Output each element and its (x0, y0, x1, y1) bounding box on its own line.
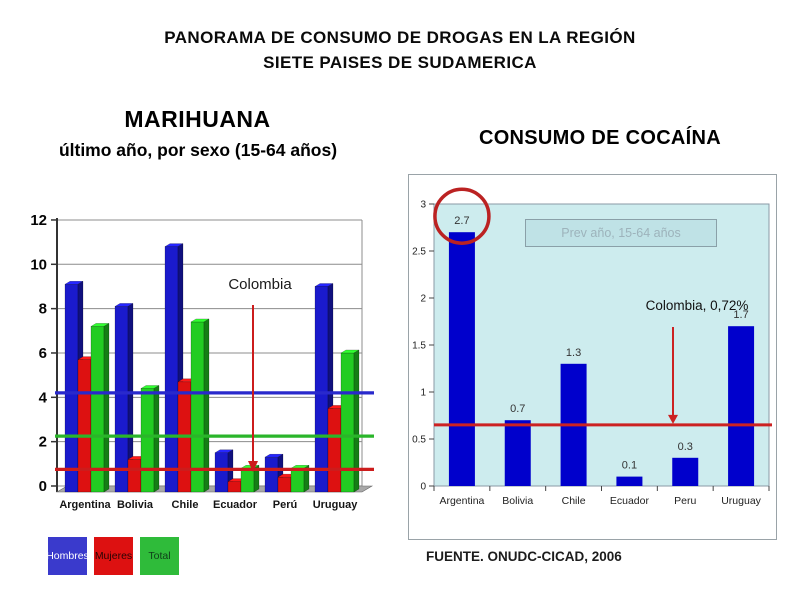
slide-title-line1: PANORAMA DE CONSUMO DE DROGAS EN LA REGI… (164, 28, 636, 47)
bar-value-label: 0.1 (622, 460, 637, 472)
source-text: FUENTE. ONUDC-CICAD, 2006 (426, 549, 622, 564)
marihuana-legend: Hombres Mujeres Total (48, 537, 179, 575)
bar-side-face (153, 385, 160, 493)
colombia-arrow-head (668, 414, 678, 424)
y-tick-label: 1.5 (412, 341, 426, 352)
y-tick-label: 4 (39, 389, 48, 406)
legend-swatch-total: Total (140, 537, 179, 575)
marihuana-chart: 0 2 4 6 8 10 12 Argentina Bolivia Chile Ecuador Per… (10, 195, 390, 525)
y-tick-label: 0.5 (412, 435, 426, 446)
y-tick-label: 2.5 (412, 247, 426, 258)
x-category-label: Ecuador (610, 495, 650, 507)
x-category-label: Argentina (59, 499, 111, 511)
y-tick-label: 8 (39, 301, 47, 318)
colombia-arrow-head (248, 461, 258, 472)
x-category-label: Chile (172, 499, 199, 511)
bar-Uruguay (728, 326, 755, 486)
bar-side-face (103, 322, 110, 493)
marihuana-chart-svg: 0 2 4 6 8 10 12 Argentina Bolivia Chile Ecuador Per… (30, 212, 374, 511)
x-category-label: Ecuador (213, 499, 258, 511)
bar-hombres-Chile (164, 246, 179, 493)
bar-side-face (353, 349, 360, 493)
bar-mujeres-Argentina (77, 359, 92, 493)
bar-total-Bolivia (140, 388, 155, 493)
y-tick-label: 10 (30, 256, 47, 273)
slide-title: PANORAMA DE CONSUMO DE DROGAS EN LA REGI… (0, 26, 800, 75)
bar-hombres-Perú (264, 456, 279, 493)
y-tick-label: 2 (39, 434, 47, 451)
y-tick-label: 2 (420, 294, 426, 305)
cocaina-colombia-annotation: Colombia, 0,72% (645, 298, 749, 313)
cocaina-legend-box: Prev año, 15-64 años (525, 219, 717, 247)
marihuana-title: MARIHUANA (124, 106, 271, 132)
x-category-label: Perú (273, 499, 297, 511)
bar-side-face (253, 464, 260, 493)
bar-mujeres-Ecuador (227, 481, 242, 493)
marihuana-colombia-annotation: Colombia (228, 276, 292, 293)
x-category-label: Uruguay (721, 495, 761, 507)
bar-hombres-Uruguay (314, 286, 329, 493)
bar-hombres-Ecuador (214, 452, 229, 493)
bar-total-Ecuador (240, 468, 255, 493)
x-category-label: Uruguay (313, 499, 359, 511)
bar-side-face (303, 464, 310, 493)
bar-total-Uruguay (340, 352, 355, 493)
bar-mujeres-Bolivia (127, 459, 142, 493)
bar-Ecuador (616, 476, 643, 486)
bar-hombres-Bolivia (114, 306, 129, 493)
legend-swatch-hombres: Hombres (48, 537, 87, 575)
bar-value-label: 0.7 (510, 403, 525, 415)
bar-Argentina (448, 232, 475, 486)
bar-hombres-Argentina (64, 284, 79, 493)
y-tick-label: 1 (420, 388, 426, 399)
legend-swatch-mujeres: Mujeres (94, 537, 133, 575)
slide-title-line2: SIETE PAISES DE SUDAMERICA (263, 52, 537, 72)
bar-Bolivia (504, 420, 531, 486)
x-category-label: Bolivia (502, 495, 533, 507)
x-category-label: Peru (674, 495, 696, 507)
x-category-label: Bolivia (117, 499, 154, 511)
bar-total-Perú (290, 468, 305, 493)
y-tick-label: 3 (420, 200, 426, 211)
y-tick-label: 0 (39, 478, 47, 495)
bar-side-face (203, 318, 210, 493)
cocaina-chart-svg: 0 0.5 1 1.5 2 2.5 3 2.7 Argentina 0.7 Bolivia 1.3 Ch… (412, 187, 772, 507)
bar-mujeres-Perú (277, 476, 292, 493)
bar-total-Chile (190, 321, 205, 493)
bar-value-label: 1.3 (566, 347, 581, 359)
marihuana-subtitle: último año, por sexo (15-64 años) (58, 140, 338, 160)
y-tick-label: 12 (30, 212, 47, 229)
bar-value-label: 2.7 (454, 215, 469, 227)
bar-Peru (672, 457, 699, 486)
bar-value-label: 0.3 (678, 441, 693, 453)
bar-total-Argentina (90, 326, 105, 493)
x-category-label: Chile (562, 495, 586, 507)
cocaina-title: CONSUMO DE COCAÍNA (478, 127, 722, 149)
highlight-circle (433, 187, 491, 245)
bar-mujeres-Uruguay (327, 408, 342, 493)
y-tick-label: 6 (39, 345, 47, 362)
x-category-label: Argentina (439, 495, 484, 507)
bar-value-label: 1.7 (733, 309, 748, 321)
y-tick-label: 0 (420, 482, 426, 493)
